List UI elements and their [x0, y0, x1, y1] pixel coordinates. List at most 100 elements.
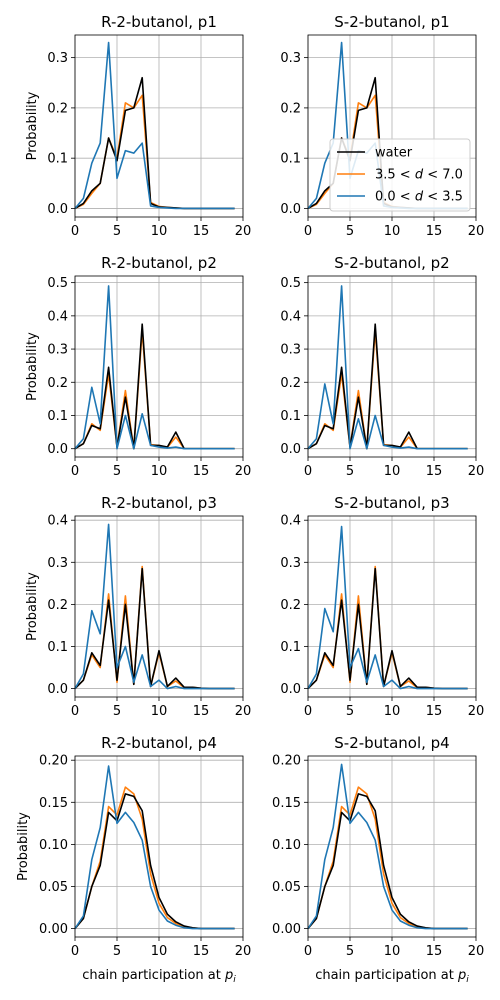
- panel-6-series-near: [74, 765, 235, 930]
- panel-6-ylabel: Probability: [16, 812, 31, 881]
- panel-7-xtick-label-3: 15: [426, 944, 443, 959]
- panel-7-xtick-label-4: 20: [468, 944, 485, 959]
- panel-7-ytick-label-4: 0.20: [272, 754, 301, 769]
- panel-0-title: R-2-butanol, p1: [101, 13, 217, 31]
- panel-3-ytick-label-4: 0.4: [280, 309, 301, 324]
- panel-6-xlabel-text: chain participation at: [82, 968, 225, 983]
- legend-label-part: d: [415, 168, 424, 183]
- panel-3-xtick-label-2: 10: [384, 464, 401, 479]
- panel-7-xtick-label-2: 10: [384, 944, 401, 959]
- panel-6-ytick-label-0: 0.00: [39, 922, 68, 937]
- panel-5-xtick-label-1: 5: [346, 704, 354, 719]
- panel-5-ytick-label-2: 0.2: [280, 598, 301, 613]
- panel-4-series-near: [74, 523, 235, 690]
- panel-0-series-mid: [74, 94, 235, 210]
- panel-5-ytick-label-3: 0.3: [280, 556, 301, 571]
- legend-label-part: 3.5 <: [375, 168, 415, 183]
- panel-0-ytick-label-0: 0.0: [47, 202, 68, 217]
- legend: water 3.5 < d < 7.0 0.0 < d < 3.5: [329, 138, 471, 212]
- panel-1-title: S-2-butanol, p1: [334, 13, 449, 31]
- panel-6-ytick-label-4: 0.20: [39, 754, 68, 769]
- panel-0-series-water: [74, 76, 235, 210]
- panel-7-ytick-label-0: 0.00: [272, 922, 301, 937]
- panel-3-title: S-2-butanol, p2: [334, 254, 449, 272]
- legend-label-part: < 7.0: [423, 168, 463, 183]
- panel-5-xtick-label-2: 10: [384, 704, 401, 719]
- panel-1-xtick-label-4: 20: [468, 224, 485, 239]
- panel-6-xtick-label-1: 5: [113, 944, 121, 959]
- legend-label-part: d: [415, 190, 424, 205]
- panel-4-xtick-label-3: 15: [193, 704, 210, 719]
- panel-2-xtick-label-2: 10: [151, 464, 168, 479]
- panel-1-xtick-label-3: 15: [426, 224, 443, 239]
- panel-7-series-mid: [307, 786, 468, 930]
- panel-4: 0 5 10 15 20 0.0 0.1 0.2 0.3 0.4 R-2-butanol, p3 Pr…: [25, 494, 251, 719]
- panel-0-xtick-label-1: 5: [113, 224, 121, 239]
- panel-7: 0 5 10 15 20 0.00 0.05 0.10 0.15 0.20 S-2-butanol,…: [272, 734, 484, 985]
- panel-2-xtick-label-0: 0: [71, 464, 79, 479]
- panel-3-series-mid: [307, 329, 468, 450]
- panel-1-xtick-label-1: 5: [346, 224, 354, 239]
- panel-4-xtick-label-0: 0: [71, 704, 79, 719]
- panel-7-xtick-label-0: 0: [304, 944, 312, 959]
- panel-1-ytick-label-2: 0.2: [280, 101, 301, 116]
- panel-7-ytick-label-2: 0.10: [272, 838, 301, 853]
- panel-2-ytick-label-2: 0.2: [47, 376, 68, 391]
- panel-0: 0 5 10 15 20 0.0 0.1 0.2 0.3 R-2-butanol, p1 Proba…: [25, 13, 251, 239]
- panel-4-xtick-label-2: 10: [151, 704, 168, 719]
- panel-5-ytick-label-1: 0.1: [280, 640, 301, 655]
- panel-6-xlabel-var: p: [224, 968, 233, 983]
- panel-5-xtick-label-4: 20: [468, 704, 485, 719]
- panel-5-xtick-label-3: 15: [426, 704, 443, 719]
- panel-6-series-water: [74, 793, 235, 930]
- panel-3-xtick-label-4: 20: [468, 464, 485, 479]
- panel-4-xtick-label-1: 5: [113, 704, 121, 719]
- panel-1-xtick-label-0: 0: [304, 224, 312, 239]
- legend-label-part: < 3.5: [423, 190, 463, 205]
- panel-7-series-near: [307, 763, 468, 930]
- panel-2-ytick-label-4: 0.4: [47, 309, 68, 324]
- panel-3: 0 5 10 15 20 0.0 0.1 0.2 0.3 0.4 0.5 S-2-butanol, p…: [280, 254, 484, 479]
- panel-2-xtick-label-3: 15: [193, 464, 210, 479]
- panel-2-ytick-label-1: 0.1: [47, 409, 68, 424]
- legend-box: [329, 138, 471, 212]
- panel-5-ytick-label-4: 0.4: [280, 514, 301, 529]
- panel-2-xtick-label-1: 5: [113, 464, 121, 479]
- panel-0-xtick-label-4: 20: [235, 224, 252, 239]
- panel-5: 0 5 10 15 20 0.0 0.1 0.2 0.3 0.4 S-2-butanol, p3: [280, 494, 484, 719]
- panel-7-xlabel-sub: i: [466, 975, 469, 985]
- panel-6-xtick-label-3: 15: [193, 944, 210, 959]
- panel-1-ytick-label-0: 0.0: [280, 202, 301, 217]
- panel-3-xtick-label-1: 5: [346, 464, 354, 479]
- panel-4-title: R-2-butanol, p3: [101, 494, 217, 512]
- panel-6-xtick-label-0: 0: [71, 944, 79, 959]
- legend-label-near: 0.0 < d < 3.5: [375, 190, 463, 205]
- panel-3-xtick-label-3: 15: [426, 464, 443, 479]
- panel-7-xtick-label-1: 5: [346, 944, 354, 959]
- legend-label-water: water: [375, 146, 413, 161]
- panel-4-ytick-label-2: 0.2: [47, 598, 68, 613]
- panel-2-title: R-2-butanol, p2: [101, 254, 217, 272]
- panel-3-series-near: [307, 285, 468, 450]
- panel-6-xtick-label-2: 10: [151, 944, 168, 959]
- panel-7-ytick-label-1: 0.05: [272, 880, 301, 895]
- panel-0-series-near: [74, 41, 235, 210]
- panel-0-ytick-label-2: 0.2: [47, 101, 68, 116]
- panel-0-xtick-label-2: 10: [151, 224, 168, 239]
- panel-7-ytick-label-3: 0.15: [272, 796, 301, 811]
- panel-3-xtick-label-0: 0: [304, 464, 312, 479]
- panel-6-series-mid: [74, 786, 235, 930]
- panel-3-ytick-label-5: 0.5: [280, 276, 301, 291]
- legend-label-mid: 3.5 < d < 7.0: [375, 168, 463, 183]
- panel-6-title: R-2-butanol, p4: [101, 734, 217, 752]
- panel-4-ytick-label-4: 0.4: [47, 514, 68, 529]
- panel-6-ytick-label-1: 0.05: [39, 880, 68, 895]
- panel-0-ytick-label-3: 0.3: [47, 51, 68, 66]
- panel-7-xlabel-var: p: [457, 968, 466, 983]
- panel-3-ytick-label-3: 0.3: [280, 343, 301, 358]
- panel-5-series-near: [307, 525, 468, 690]
- panel-2-xtick-label-4: 20: [235, 464, 252, 479]
- panel-6-xlabel: chain participation at pi: [82, 968, 236, 985]
- panel-2-series-near: [74, 285, 235, 450]
